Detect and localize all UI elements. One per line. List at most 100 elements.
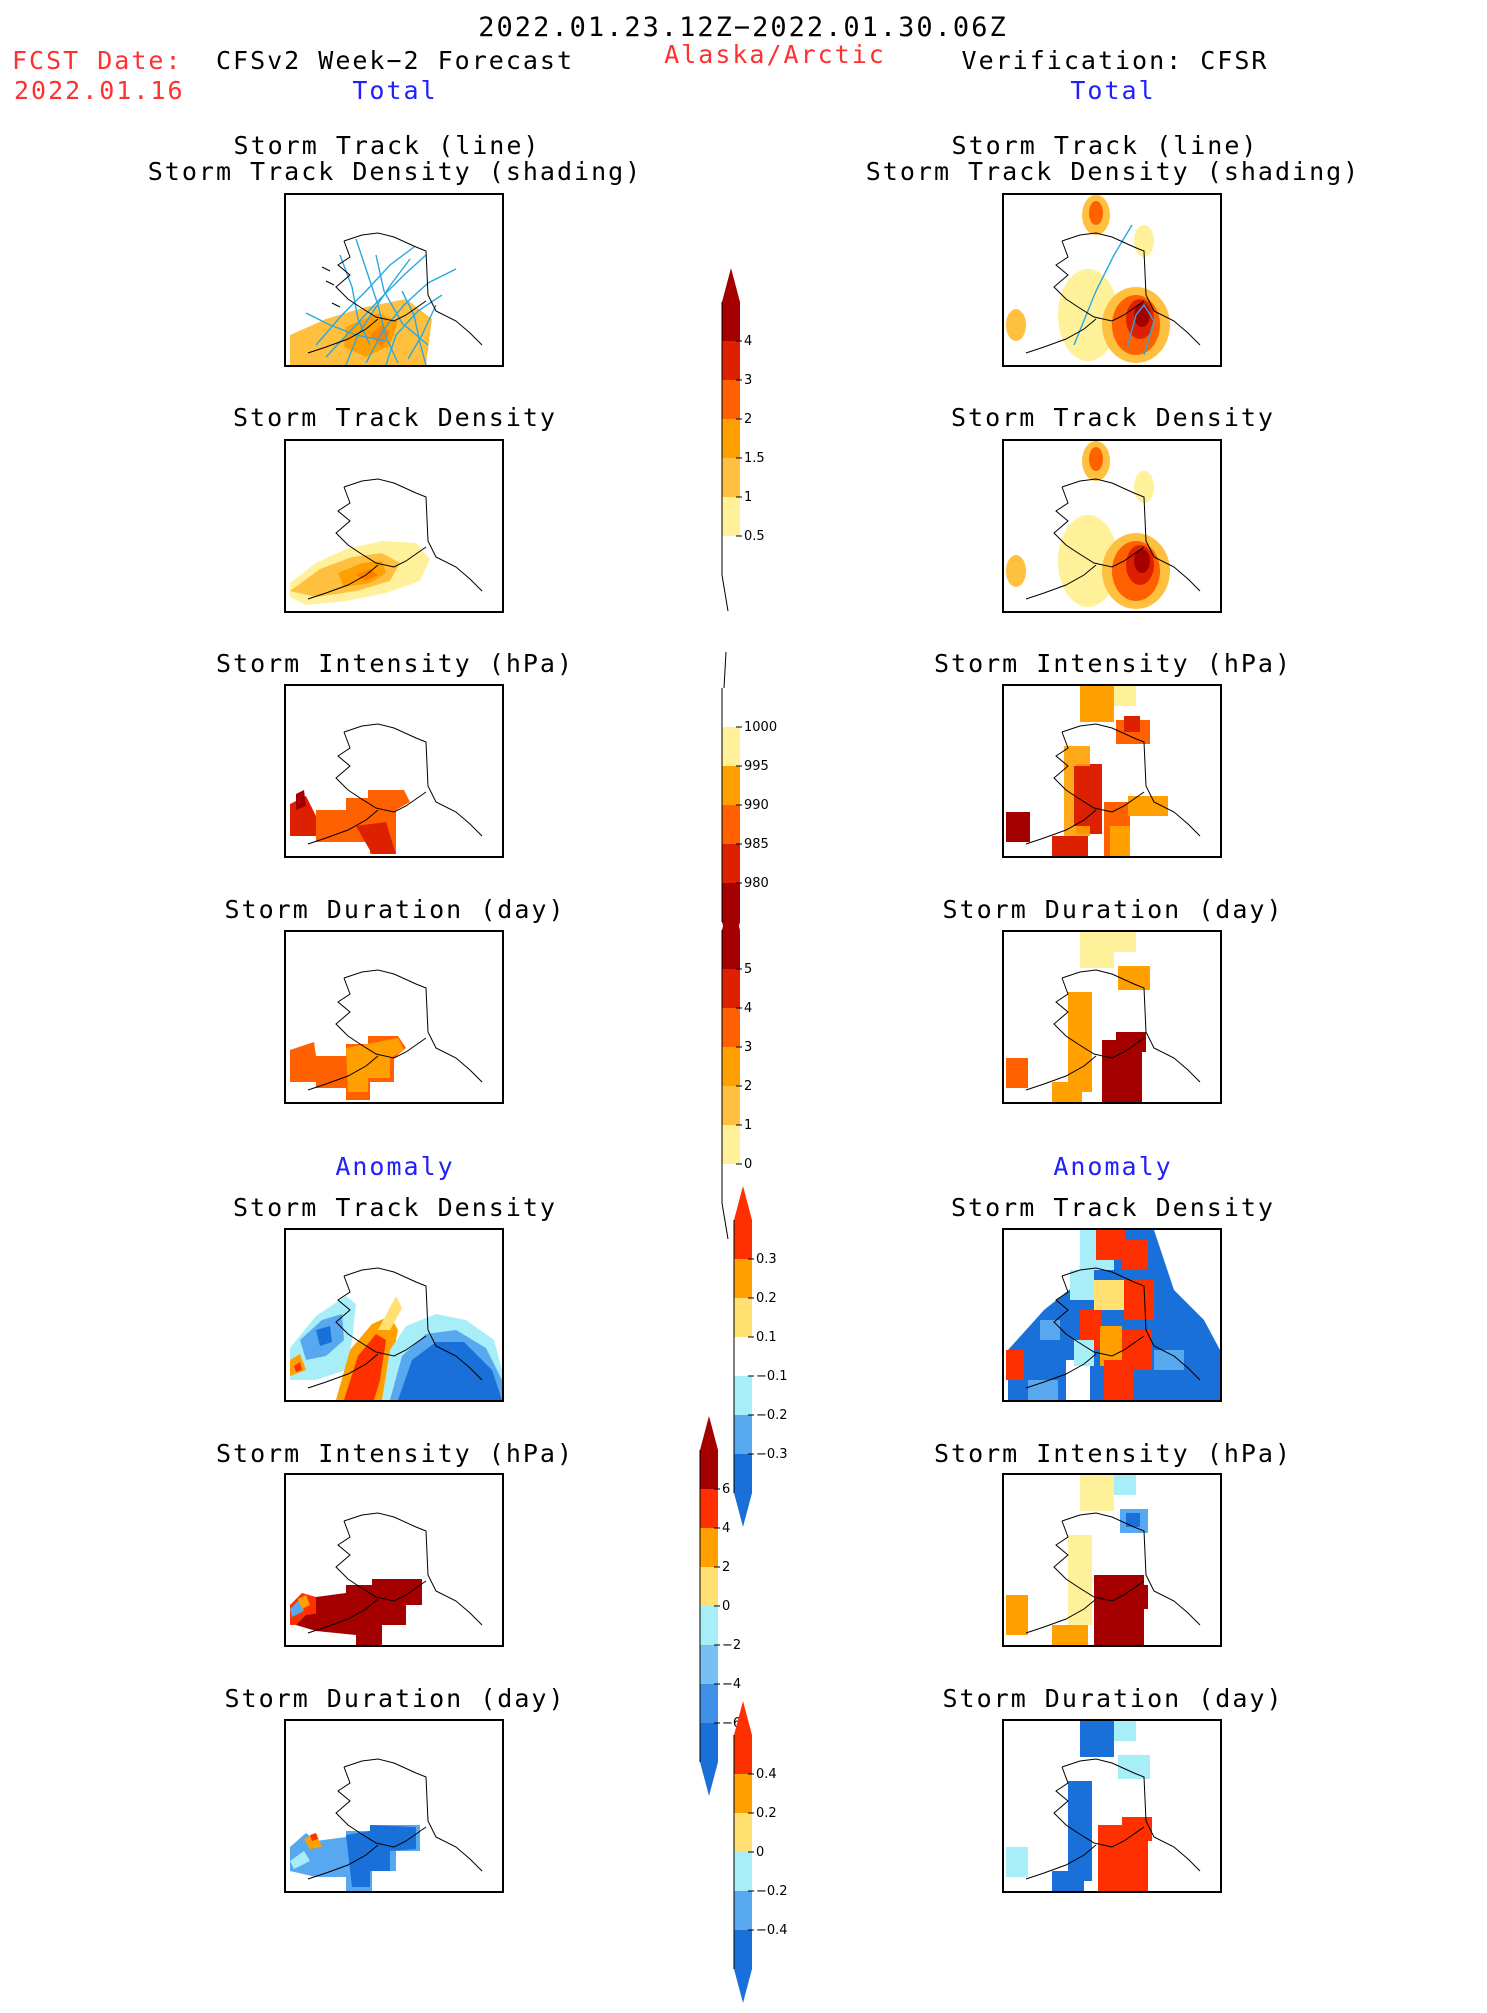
left-duration-title: Storm Duration (day) [224, 895, 566, 924]
colorbar-segment [722, 969, 740, 1008]
colorbar-segment [734, 1259, 752, 1298]
colorbar-tick-label: 0.1 [756, 1330, 777, 1345]
colorbar-segment [700, 1416, 718, 1489]
left-track-panel [284, 193, 504, 367]
total-label-right: Total [1070, 76, 1156, 105]
colorbar-segment [734, 1454, 752, 1527]
colorbar-duration-anomaly: 0.4 0.2 0 −0.2 −0.4 [733, 1695, 804, 2013]
right-density-title: Storm Track Density [951, 403, 1275, 432]
colorbar-tick-label: 980 [744, 876, 769, 891]
colorbar-segment [722, 844, 740, 883]
colorbar-tick-label: 0.3 [756, 1252, 777, 1267]
colorbar-segment [722, 1086, 740, 1125]
colorbar-segment [722, 268, 740, 341]
colorbar-tick-label: 995 [744, 759, 769, 774]
colorbar-tick-label: 3 [744, 373, 752, 388]
right-intensity-panel [1002, 684, 1222, 858]
colorbar-tick-label: 5 [744, 962, 752, 977]
left-track-line-title: Storm Track (line) [233, 131, 541, 160]
left-density-panel [284, 439, 504, 613]
colorbar-segment [700, 1684, 718, 1723]
colorbar-tick-label: 0 [756, 1845, 764, 1860]
colorbar-segment [734, 1701, 752, 1774]
colorbar-segment [722, 896, 740, 969]
left-anom-density-title: Storm Track Density [233, 1193, 557, 1222]
left-anom-intensity-title: Storm Intensity (hPa) [215, 1439, 575, 1468]
verification-title: Verification: CFSR [961, 46, 1269, 75]
colorbar-segment [734, 1852, 752, 1891]
right-track-panel [1002, 193, 1222, 367]
left-duration-panel [284, 930, 504, 1104]
colorbar-tick-label: −0.4 [756, 1923, 788, 1938]
colorbar-tick-label: 2 [722, 1560, 730, 1575]
left-anom-duration-panel [284, 1719, 504, 1893]
right-anom-intensity-panel [1002, 1473, 1222, 1647]
colorbar-intensity-anomaly: 6 4 2 0 −2 −4 −6 [699, 1410, 770, 1806]
colorbar-tail [721, 574, 729, 612]
colorbar-segment [722, 1008, 740, 1047]
colorbar-svg: 1000 995 990 985 980 [721, 651, 777, 956]
anomaly-label-left: Anomaly [335, 1152, 455, 1181]
colorbar-tick-label: 1 [744, 490, 752, 505]
colorbar-segment [722, 497, 740, 536]
colorbar-tick-label: 0.5 [744, 529, 765, 544]
colorbar-tick-label: 2 [744, 412, 752, 427]
colorbar-segment [734, 1415, 752, 1454]
right-intensity-title: Storm Intensity (hPa) [933, 649, 1293, 678]
right-duration-panel [1002, 930, 1222, 1104]
colorbar-segment [722, 1164, 740, 1203]
colorbar-tick-label: 4 [744, 1001, 752, 1016]
colorbar-tick-label: 4 [744, 334, 752, 349]
colorbar-segment [734, 1337, 752, 1376]
colorbar-tick-label: −4 [722, 1677, 741, 1692]
colorbar-svg: 4 3 2 1.5 1 0.5 [721, 268, 765, 612]
colorbar-density-total: 4 3 2 1.5 1 0.5 [721, 262, 792, 619]
right-track-line-title: Storm Track (line) [951, 131, 1259, 160]
colorbar-segment [722, 1047, 740, 1086]
colorbar-density-anomaly: 0.3 0.2 0.1 −0.1 −0.2 −0.3 [733, 1180, 804, 1537]
left-anom-duration-title: Storm Duration (day) [224, 1684, 566, 1713]
colorbar-segment [700, 1528, 718, 1567]
colorbar-segment [700, 1645, 718, 1684]
colorbar-segment [722, 766, 740, 805]
colorbar-tick-label: −2 [722, 1638, 741, 1653]
total-label-left: Total [352, 76, 438, 105]
colorbar-segment [734, 1186, 752, 1259]
colorbar-tick-label: −0.2 [756, 1408, 788, 1423]
colorbar-tick-label: 1000 [744, 720, 777, 735]
colorbar-tick-label: 0.4 [756, 1767, 777, 1782]
colorbar-segment [722, 458, 740, 497]
anomaly-label-right: Anomaly [1053, 1152, 1173, 1181]
colorbar-tick-label: −0.3 [756, 1447, 788, 1462]
colorbar-tick-label: 1.5 [744, 451, 765, 466]
colorbar-tick-label: 1 [744, 1118, 752, 1133]
colorbar-intensity-total: 1000 995 990 985 980 [721, 648, 792, 966]
colorbar-tick-label: 990 [744, 798, 769, 813]
colorbar-segment [722, 805, 740, 844]
colorbar-segment [734, 1376, 752, 1415]
colorbar-tick-label: 2 [744, 1079, 752, 1094]
colorbar-tick-label: 6 [722, 1482, 730, 1497]
colorbar-segment [700, 1723, 718, 1796]
colorbar-tick-label: 0 [744, 1157, 752, 1172]
right-track-shading-title: Storm Track Density (shading) [865, 157, 1361, 186]
colorbar-segment [722, 727, 740, 766]
colorbar-segment [722, 419, 740, 458]
colorbar-segment [722, 688, 740, 727]
colorbar-segment [734, 1930, 752, 2003]
right-density-panel [1002, 439, 1222, 613]
left-track-shading-title: Storm Track Density (shading) [147, 157, 643, 186]
colorbar-tick-label: 985 [744, 837, 769, 852]
left-intensity-panel [284, 684, 504, 858]
right-anom-duration-panel [1002, 1719, 1222, 1893]
colorbar-segment [700, 1489, 718, 1528]
colorbar-svg: 0.3 0.2 0.1 −0.1 −0.2 −0.3 [733, 1186, 788, 1527]
colorbar-segment [734, 1298, 752, 1337]
left-anom-density-panel [284, 1228, 504, 1402]
colorbar-duration-total: 5 4 3 2 1 0 [721, 890, 792, 1247]
colorbar-segment [700, 1567, 718, 1606]
forecast-title: CFSv2 Week−2 Forecast [215, 46, 575, 75]
colorbar-segment [722, 536, 740, 575]
colorbar-segment [734, 1813, 752, 1852]
